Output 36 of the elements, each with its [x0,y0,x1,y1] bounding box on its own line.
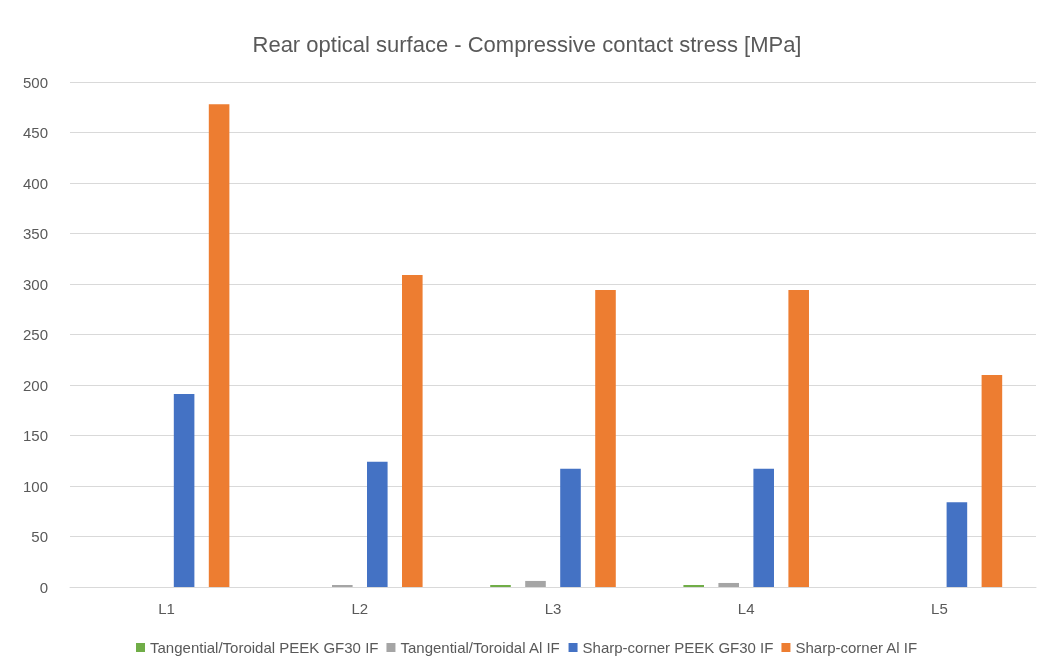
x-tick-label: L2 [351,600,369,617]
legend-label: Sharp-corner Al IF [795,639,918,656]
y-tick-label: 150 [22,427,48,444]
bar [402,274,423,587]
bar [525,580,546,587]
bar [753,468,774,587]
y-tick-label: 400 [22,174,48,192]
bar [367,461,388,587]
y-tick-label: 250 [22,326,48,343]
y-tick-label: 500 [22,73,48,91]
legend-label: Tangential/Toroidal PEEK GF30 IF [150,639,379,656]
chart-title: Rear optical surface - Compressive contact stress [MPa] [252,31,802,57]
x-tick-label: L5 [931,600,948,617]
x-tick-label: L3 [544,600,562,617]
bar [560,468,581,587]
legend-label: Sharp-corner PEEK GF30 IF [582,639,774,656]
bar [332,584,353,587]
y-tick-label: 300 [22,275,48,293]
bar [946,502,968,587]
y-tick-label: 350 [22,225,48,242]
x-tick-label: L1 [158,600,175,617]
bar [788,290,809,587]
x-tick-label: L4 [737,600,755,617]
y-tick-label: 100 [22,477,48,495]
bar [718,582,739,587]
y-tick-label: 450 [22,124,48,141]
bar [490,584,511,587]
bar [981,374,1003,587]
legend-label: Tangential/Toroidal Al IF [400,639,560,656]
bar [683,584,704,587]
bar [208,104,230,587]
y-tick-label: 0 [39,578,48,596]
y-tick-label: 200 [22,376,48,394]
bar [173,394,195,587]
y-tick-label: 50 [31,528,48,545]
bar [595,290,616,587]
